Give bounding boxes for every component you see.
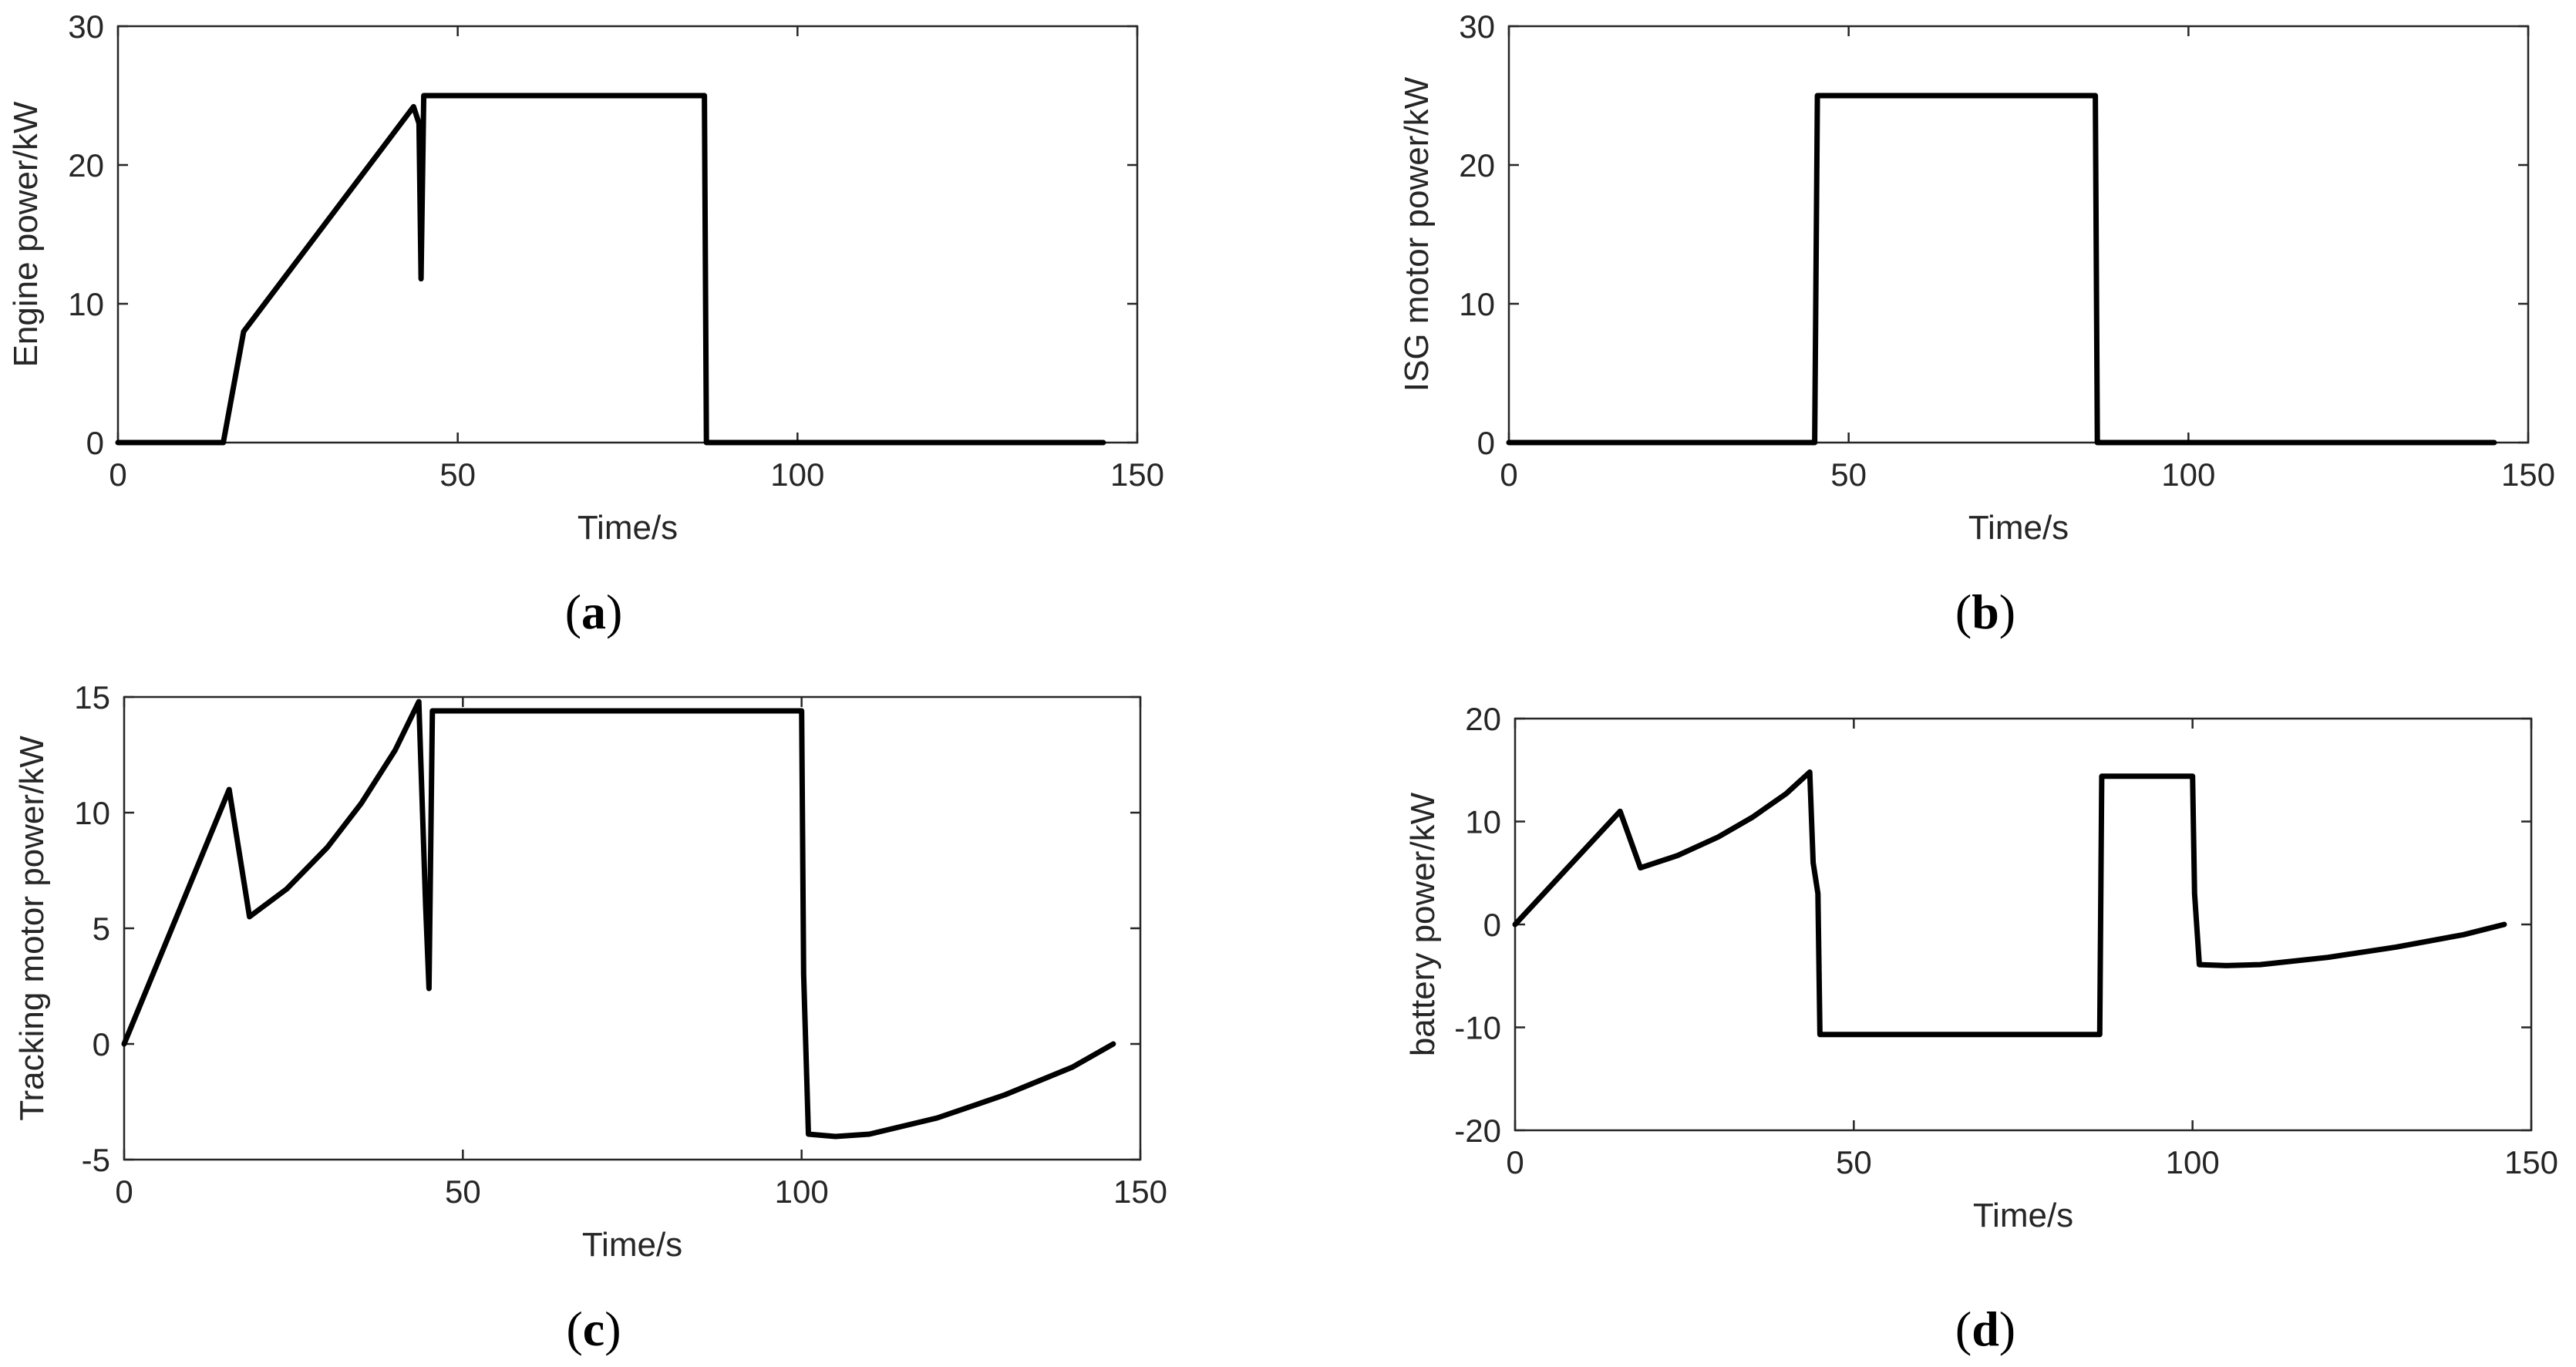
x-tick-label: 100 xyxy=(775,1173,829,1210)
x-tick-label: 50 xyxy=(445,1173,481,1210)
plot-frame xyxy=(116,25,1139,444)
x-tick-label: 0 xyxy=(1506,1144,1524,1180)
y-tick-label: 10 xyxy=(1465,804,1501,840)
y-tick-label: -5 xyxy=(82,1142,110,1178)
x-tick-label: 0 xyxy=(115,1173,133,1210)
panel-caption: (c) xyxy=(566,1301,621,1356)
x-axis-label: Time/s xyxy=(1968,509,2069,547)
x-tick-label: 100 xyxy=(770,456,824,493)
series-line xyxy=(121,699,1116,1140)
y-tick-label: 0 xyxy=(1477,425,1495,461)
y-tick-label: 30 xyxy=(68,8,104,45)
plot-frame xyxy=(1514,717,2533,1132)
y-tick-label: 15 xyxy=(74,679,110,715)
x-tick-label: 150 xyxy=(2504,1144,2558,1180)
y-axis-label: battery power/kW xyxy=(1404,792,1442,1056)
panel-caption: (d) xyxy=(1955,1301,2015,1356)
panel-a: 0 50 100 150 0 10 20 30 Time/s Engine power/kW (a) xyxy=(7,8,1164,639)
series-line xyxy=(1512,769,2507,1038)
y-axis-label: Tracking motor power/kW xyxy=(13,736,51,1121)
panel-caption: (b) xyxy=(1955,584,2015,639)
y-axis-label: Engine power/kW xyxy=(7,101,45,367)
y-tick-label: 5 xyxy=(93,911,110,947)
y-tick-label: 10 xyxy=(1459,286,1495,322)
y-tick-label: 30 xyxy=(1459,8,1495,45)
x-tick-label: 50 xyxy=(1830,456,1867,493)
panel-d: 0 50 100 150 -20 -10 0 10 20 Time/s battery power/… xyxy=(1404,701,2558,1356)
x-tick-label: 50 xyxy=(439,456,476,493)
series-line xyxy=(1506,93,2497,446)
x-tick-label: 0 xyxy=(1500,456,1517,493)
x-tick-label: 100 xyxy=(2161,456,2215,493)
y-axis-label: ISG motor power/kW xyxy=(1398,76,1436,392)
series-line xyxy=(115,93,1106,446)
x-tick-label: 0 xyxy=(109,456,126,493)
plot-frame xyxy=(1507,25,2530,444)
y-tick-label: 20 xyxy=(1459,147,1495,184)
y-tick-label: 0 xyxy=(86,425,104,461)
x-tick-label: 50 xyxy=(1836,1144,1872,1180)
y-tick-label: 20 xyxy=(68,147,104,184)
y-tick-label: 0 xyxy=(93,1026,110,1062)
plot-frame xyxy=(123,695,1142,1161)
panel-caption: (a) xyxy=(565,584,623,639)
x-tick-label: 150 xyxy=(2501,456,2555,493)
y-tick-label: -20 xyxy=(1454,1113,1501,1149)
x-axis-label: Time/s xyxy=(582,1226,682,1264)
x-axis-label: Time/s xyxy=(577,509,678,547)
panel-b: 0 50 100 150 0 10 20 30 Time/s ISG motor power/kW… xyxy=(1398,8,2555,639)
x-axis-label: Time/s xyxy=(1973,1197,2073,1234)
y-tick-label: -10 xyxy=(1454,1010,1501,1046)
x-tick-label: 100 xyxy=(2166,1144,2220,1180)
y-tick-label: 10 xyxy=(74,795,110,831)
y-tick-label: 0 xyxy=(1483,907,1501,943)
y-tick-label: 10 xyxy=(68,286,104,322)
x-tick-label: 150 xyxy=(1110,456,1164,493)
y-tick-label: 20 xyxy=(1465,701,1501,737)
x-tick-label: 150 xyxy=(1113,1173,1167,1210)
